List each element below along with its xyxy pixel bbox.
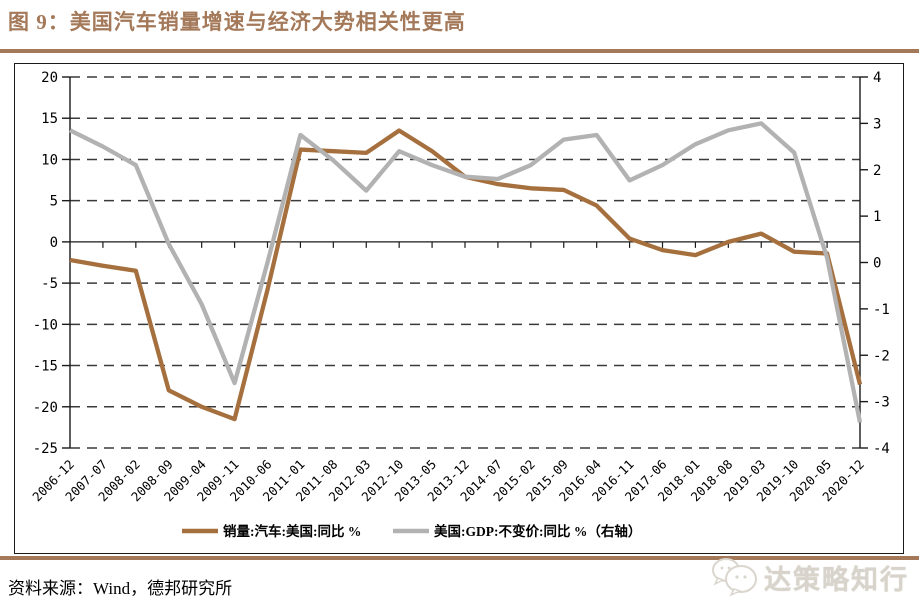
left-axis-label: 20: [41, 70, 58, 86]
right-axis-label: -4: [873, 441, 890, 457]
left-axis-label: -5: [41, 276, 58, 292]
left-axis-label: 10: [41, 152, 58, 168]
left-axis-label: -10: [33, 317, 58, 333]
left-axis-label: 5: [50, 194, 58, 210]
source-note: 资料来源：Wind，德邦研究所: [8, 579, 233, 598]
right-axis-label: -2: [873, 348, 890, 364]
sales-series-line: [69, 128, 863, 422]
left-axis-label: 0: [50, 235, 58, 251]
right-axis-label: 3: [873, 116, 881, 132]
chart-frame: [14, 63, 904, 554]
legend-label-gdp: 美国:GDP:不变价:同比 %（右轴）: [434, 523, 641, 539]
chart-title: 图 9：美国汽车销量增速与经济大势相关性更高: [8, 10, 466, 34]
left-axis-label: -25: [33, 441, 58, 457]
gdp-series-line: [69, 121, 863, 423]
right-axis-label: 4: [873, 70, 881, 86]
legend-label-sales: 销量:汽车:美国:同比 %: [223, 523, 361, 539]
left-axis-label: -15: [33, 359, 58, 375]
top-divider: [0, 49, 919, 53]
left-axis-label: -20: [33, 400, 58, 416]
right-axis-label: -3: [873, 395, 890, 411]
chat-bubbles-icon: [712, 558, 757, 597]
right-axis-label: 1: [873, 209, 881, 225]
right-axis-label: -1: [873, 302, 890, 318]
watermark-logo: 达策略知行: [708, 556, 909, 598]
right-axis-label: 0: [873, 256, 881, 272]
watermark-text: 达策略知行: [764, 564, 909, 595]
right-axis-label: 2: [873, 163, 881, 179]
left-axis-label: 15: [41, 111, 58, 127]
bottom-divider: [0, 556, 919, 560]
